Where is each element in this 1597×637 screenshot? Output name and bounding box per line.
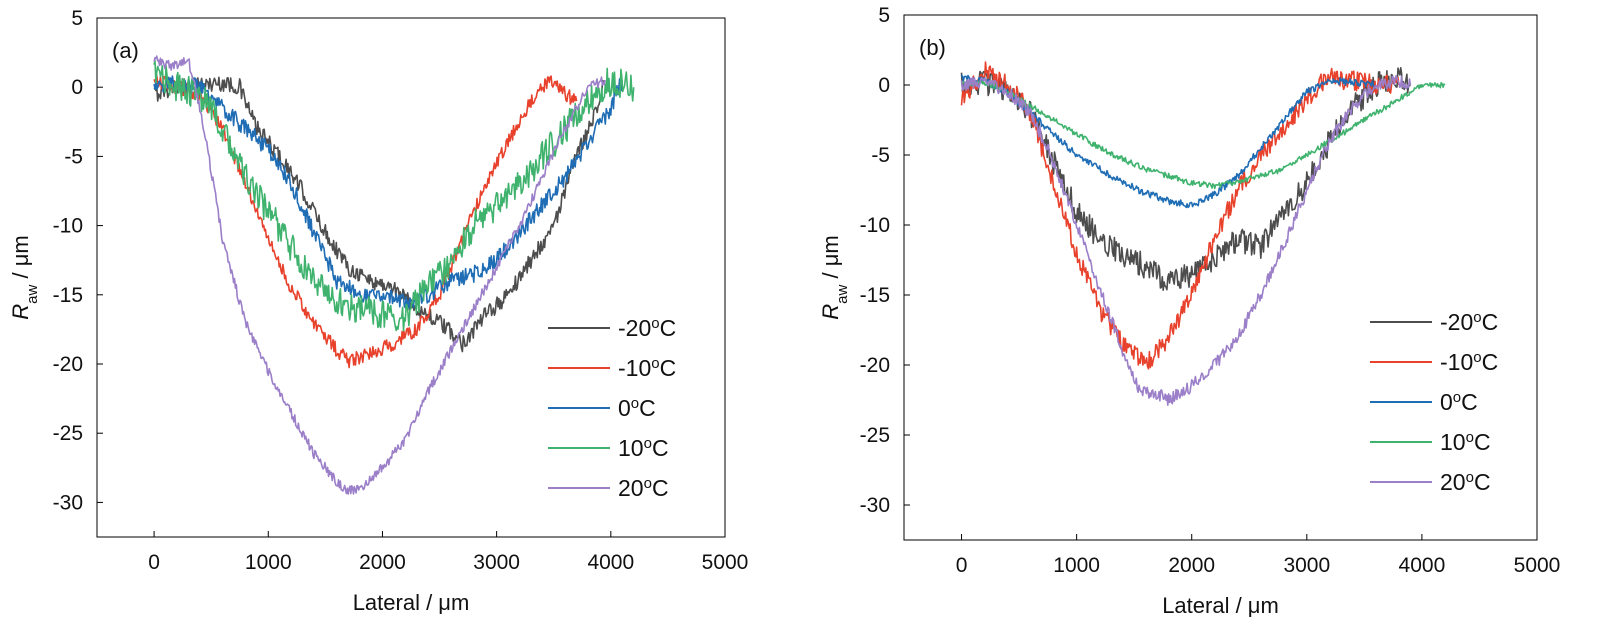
x-tick-label: 3000 xyxy=(1283,554,1330,577)
legend-label: 20oC xyxy=(1440,469,1491,496)
y-tick-label: -20 xyxy=(53,353,83,376)
y-tick-label: 5 xyxy=(71,7,83,30)
y-tick-label: -30 xyxy=(53,491,83,514)
y-tick-label: -25 xyxy=(860,424,890,447)
series-line-0 xyxy=(153,75,623,309)
y-tick-label: 0 xyxy=(878,74,890,97)
panel-label: (a) xyxy=(112,38,139,63)
y-tick-label: -30 xyxy=(860,494,890,517)
y-tick-label: -15 xyxy=(860,284,890,307)
y-tick-label: -5 xyxy=(871,144,890,167)
legend-label: 10oC xyxy=(618,435,669,462)
x-tick-label: 2000 xyxy=(359,551,406,574)
series-line-20 xyxy=(960,74,1412,407)
plot-frame xyxy=(903,14,1538,541)
y-tick-label: -25 xyxy=(53,422,83,445)
x-axis-label: Lateral / μm xyxy=(353,590,470,615)
y-tick-label: -15 xyxy=(53,284,83,307)
x-tick-label: 1000 xyxy=(1053,554,1100,577)
legend-label: -20oC xyxy=(1440,309,1498,336)
x-tick-label: 5000 xyxy=(702,551,749,574)
x-tick-label: 0 xyxy=(148,551,160,574)
x-tick-label: 2000 xyxy=(1168,554,1215,577)
y-tick-label: -20 xyxy=(860,354,890,377)
x-tick-label: 3000 xyxy=(473,551,520,574)
y-tick-label: 5 xyxy=(878,4,890,27)
y-axis-label: Raw / μm xyxy=(8,235,41,319)
series-line-minus10 xyxy=(153,74,578,369)
legend-label: 0oC xyxy=(618,395,656,422)
x-tick-label: 5000 xyxy=(1514,554,1561,577)
y-axis-label: Raw / μm xyxy=(818,235,851,319)
series-line-10 xyxy=(960,80,1446,190)
y-tick-label: -10 xyxy=(860,214,890,237)
legend-label: 20oC xyxy=(618,475,669,502)
legend-label: 10oC xyxy=(1440,429,1491,456)
series-line-20 xyxy=(153,55,606,495)
legend-label: -20oC xyxy=(618,315,676,342)
chart-panel-b: 0 1000 2000 3000 4000 5000 5 0 -5 -10 -15 -20 -25 -30… xyxy=(818,4,1560,618)
legend-label: -10oC xyxy=(618,355,676,382)
legend-label: -10oC xyxy=(1440,349,1498,376)
y-tick-label: 0 xyxy=(71,76,83,99)
chart-panel-a: 0 1000 2000 3000 4000 5000 5 0 -5 -10 -15 -20 -25 -30… xyxy=(8,7,748,615)
x-tick-label: 1000 xyxy=(245,551,292,574)
plot-frame xyxy=(96,17,726,538)
legend-label: 0oC xyxy=(1440,389,1478,416)
x-axis-label: Lateral / μm xyxy=(1162,593,1279,618)
y-tick-label: -5 xyxy=(64,145,83,168)
panel-label: (b) xyxy=(919,35,946,60)
x-tick-label: 4000 xyxy=(587,551,634,574)
series-line-minus20 xyxy=(153,76,606,353)
y-tick-label: -10 xyxy=(53,215,83,238)
x-tick-label: 4000 xyxy=(1399,554,1446,577)
x-tick-label: 0 xyxy=(956,554,968,577)
